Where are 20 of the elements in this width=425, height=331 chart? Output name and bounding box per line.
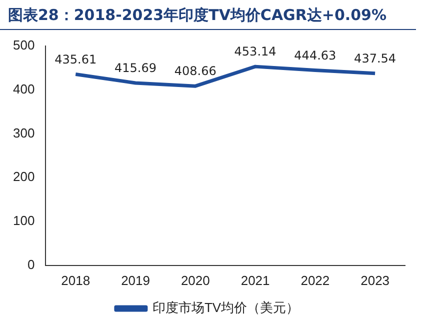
x-tick-label: 2019 [121, 272, 150, 288]
y-tick-label: 100 [12, 213, 35, 228]
x-tick-label: 2021 [240, 272, 270, 288]
x-tick-label: 2023 [360, 272, 390, 288]
y-tick-label: 0 [27, 256, 35, 272]
data-label: 453.14 [234, 44, 276, 59]
x-tick-label: 2020 [180, 272, 210, 288]
legend-label: 印度市场TV均价（美元） [152, 300, 300, 316]
y-tick-label: 400 [12, 81, 35, 96]
x-tick-label: 2018 [61, 272, 90, 288]
chart-title: 图表28：2018-2023年印度TV均价CAGR达+0.09% [0, 0, 416, 30]
data-label: 408.66 [174, 64, 216, 78]
data-label: 437.54 [354, 52, 396, 66]
y-tick-label: 200 [12, 169, 35, 184]
data-label: 435.61 [54, 52, 97, 66]
y-tick-label: 300 [12, 125, 35, 140]
data-label: 415.69 [114, 61, 157, 76]
y-tick-label: 500 [12, 38, 35, 53]
x-tick-label: 2022 [300, 272, 330, 288]
data-label: 444.63 [294, 48, 336, 62]
